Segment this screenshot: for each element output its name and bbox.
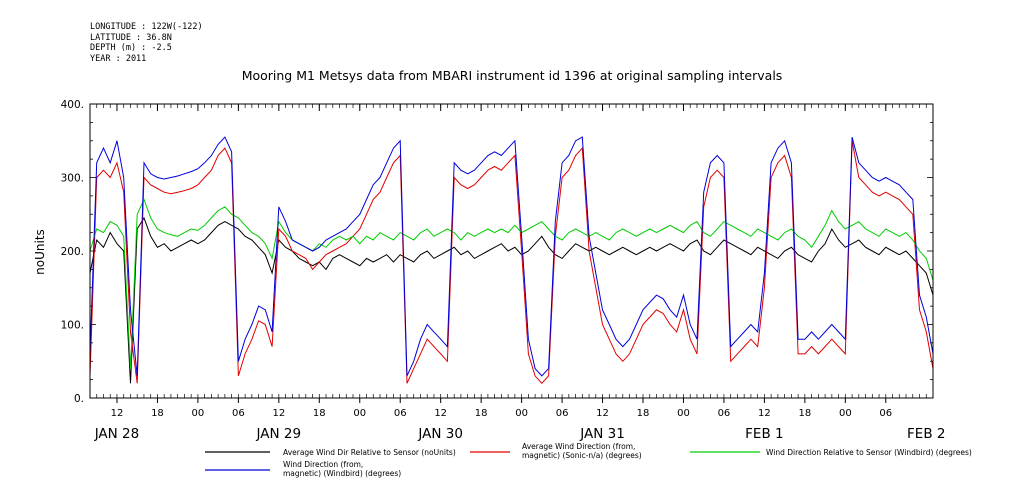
legend: Average Wind Dir Relative to Sensor (noU… — [205, 442, 972, 478]
x-tick-label: 00 — [353, 408, 366, 419]
x-tick-label: 06 — [232, 408, 245, 419]
x-tick-label: 06 — [394, 408, 407, 419]
x-tick-label: 00 — [677, 408, 690, 419]
y-axis-label: noUnits — [33, 229, 47, 275]
legend-label: magnetic) (Windbird) (degrees) — [283, 469, 401, 478]
x-day-label: JAN 31 — [579, 426, 625, 442]
legend-label: magnetic) (Sonic-n/a) (degrees) — [522, 451, 642, 460]
x-tick-label: 00 — [192, 408, 205, 419]
y-tick-label: 0. — [74, 393, 84, 405]
x-tick-label: 12 — [434, 408, 447, 419]
series-line-3 — [89, 136, 934, 377]
x-tick-label: 18 — [637, 408, 650, 419]
x-day-label: FEB 1 — [745, 426, 783, 442]
legend-label: Wind Direction Relative to Sensor (Windb… — [766, 448, 972, 457]
x-tick-label: 06 — [718, 408, 731, 419]
meta-longitude: LONGITUDE : 122W(-122) — [90, 22, 203, 32]
y-tick-label: 100. — [61, 320, 84, 332]
x-tick-label: 12 — [272, 408, 285, 419]
x-day-label: JAN 28 — [94, 426, 140, 442]
x-tick-label: 12 — [758, 408, 771, 419]
y-tick-label: 300. — [61, 173, 84, 185]
series-lines — [89, 136, 934, 385]
x-tick-label: 12 — [111, 408, 124, 419]
y-tick-label: 200. — [61, 246, 84, 258]
series-line-2 — [89, 198, 934, 369]
x-day-label: JAN 30 — [417, 426, 463, 442]
x-tick-label: 18 — [475, 408, 488, 419]
x-tick-label: 06 — [556, 408, 569, 419]
x-tick-label: 00 — [839, 408, 852, 419]
meta-latitude: LATITUDE : 36.8N — [90, 32, 172, 43]
x-tick-label: 00 — [515, 408, 528, 419]
x-tick-label: 18 — [798, 408, 811, 419]
axis-ticks — [89, 103, 934, 403]
metadata-block: LONGITUDE : 122W(-122) LATITUDE : 36.8N … — [90, 22, 203, 64]
series-line-1 — [89, 140, 934, 385]
plot-frame — [89, 103, 934, 399]
meta-year: YEAR : 2011 — [90, 53, 147, 64]
x-tick-label: 18 — [151, 408, 164, 419]
legend-label: Average Wind Dir Relative to Sensor (noU… — [283, 448, 456, 457]
legend-label: Wind Direction (from, — [283, 460, 363, 469]
meta-depth: DEPTH (m) : -2.5 — [90, 43, 172, 53]
axis-tick-labels: 12 18 00 06 12 18 00 06 12 18 00 06 12 18 00 06 12 18 00 06… — [61, 99, 946, 442]
legend-label: Average Wind Direction (from, — [522, 442, 635, 451]
chart-title: Mooring M1 Metsys data from MBARI instru… — [242, 68, 783, 83]
x-day-label: JAN 29 — [256, 426, 302, 442]
x-tick-label: 12 — [596, 408, 609, 419]
x-day-label: FEB 2 — [907, 426, 945, 442]
x-tick-label: 18 — [313, 408, 326, 419]
x-tick-label: 06 — [879, 408, 892, 419]
series-line-0 — [89, 216, 934, 384]
y-tick-label: 400. — [61, 99, 84, 111]
